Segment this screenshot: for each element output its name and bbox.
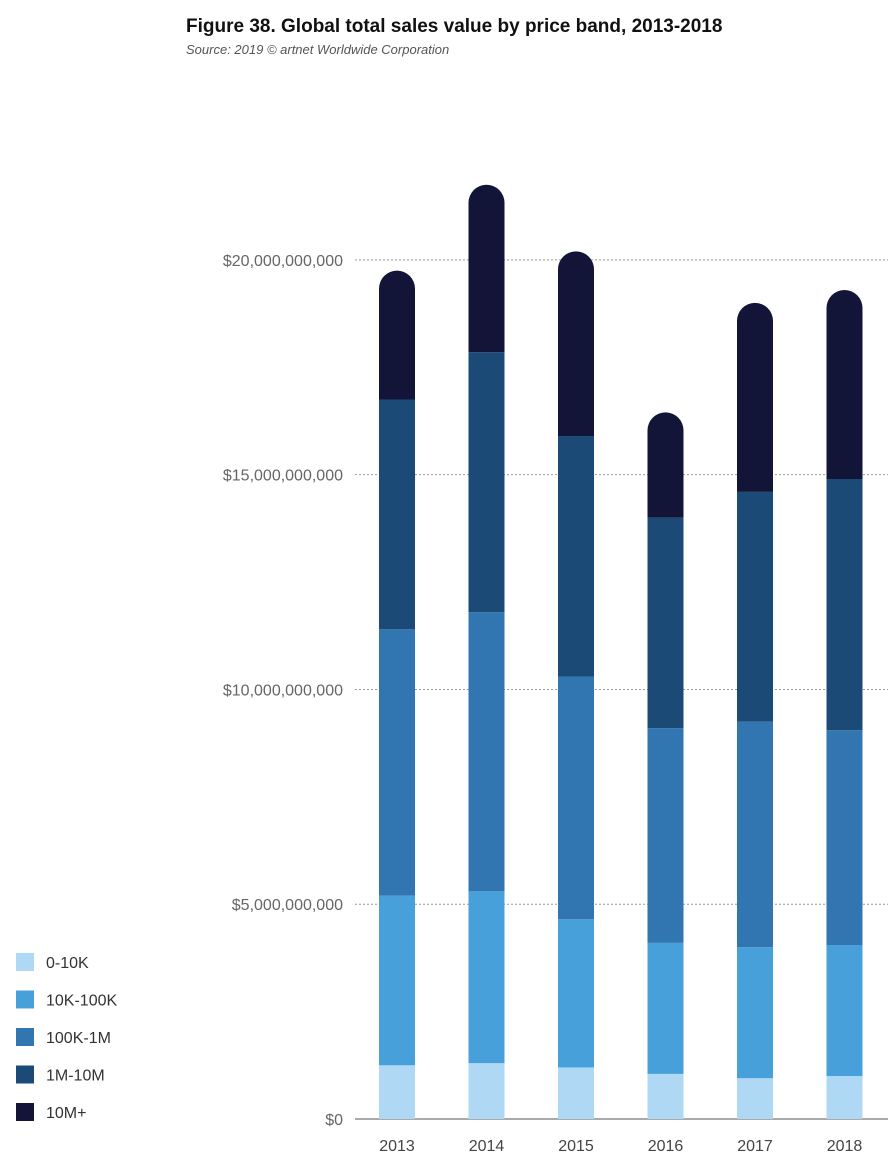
- legend-label: 10M+: [46, 1105, 86, 1122]
- bar-segment-100k-1m: [647, 728, 684, 943]
- legend-swatch: [16, 953, 34, 971]
- legend-swatch: [16, 1103, 34, 1121]
- bar-segment-10m+: [826, 289, 863, 479]
- bar-segment-0-10k: [558, 1067, 594, 1119]
- y-tick-label: $5,000,000,000: [232, 897, 343, 914]
- bar-segment-1m-10m: [826, 478, 863, 731]
- y-tick-label: $20,000,000,000: [223, 253, 343, 270]
- bar-segment-0-10k: [468, 1063, 505, 1119]
- bar-segment-100k-1m: [558, 676, 594, 920]
- bar-segment-1m-10m: [558, 436, 594, 677]
- bar-segment-10k-100k: [468, 891, 505, 1064]
- bar-segment-10m+: [647, 412, 684, 518]
- chart-subtitle: Source: 2019 © artnet Worldwide Corporat…: [186, 42, 450, 57]
- x-tick-label: 2013: [379, 1138, 415, 1155]
- y-tick-label: $0: [325, 1112, 343, 1129]
- bar-segment-100k-1m: [826, 730, 863, 946]
- y-tick-label: $10,000,000,000: [223, 682, 343, 699]
- bar-segment-0-10k: [379, 1065, 415, 1119]
- legend-swatch: [16, 990, 34, 1009]
- bar-segment-10k-100k: [379, 895, 415, 1066]
- legend-item: 10M+: [16, 1103, 86, 1122]
- x-tick-label: 2015: [558, 1138, 594, 1155]
- legend-swatch: [16, 1065, 34, 1084]
- bar-segment-100k-1m: [737, 721, 773, 948]
- gridlines: [355, 259, 888, 1120]
- bar-segment-100k-1m: [468, 612, 505, 892]
- bar-segment-1m-10m: [737, 491, 773, 722]
- bar-segment-0-10k: [737, 1078, 773, 1119]
- legend-label: 1M-10M: [46, 1068, 105, 1085]
- bar-segment-10m+: [737, 302, 773, 492]
- y-tick-label: $15,000,000,000: [223, 468, 343, 485]
- bar-segment-0-10k: [826, 1076, 863, 1119]
- x-tick-label: 2016: [648, 1138, 684, 1155]
- bars: [379, 184, 863, 1119]
- bar-segment-0-10k: [647, 1073, 684, 1119]
- x-axis: 2013 2014 2015 2016 2017 2018: [379, 1138, 862, 1155]
- bar-segment-10k-100k: [558, 919, 594, 1068]
- bar-segment-10k-100k: [647, 942, 684, 1074]
- bar-segment-10k-100k: [826, 945, 863, 1077]
- legend-item: 0-10K: [16, 953, 89, 972]
- x-tick-label: 2017: [737, 1138, 773, 1155]
- bar-segment-10m+: [468, 184, 505, 353]
- x-tick-label: 2014: [469, 1138, 505, 1155]
- chart-title: Figure 38. Global total sales value by p…: [186, 16, 723, 37]
- legend-item: 10K-100K: [16, 990, 117, 1010]
- legend-item: 1M-10M: [16, 1065, 105, 1085]
- legend-label: 0-10K: [46, 955, 89, 972]
- bar-segment-1m-10m: [468, 352, 505, 613]
- legend: 0-10K 10K-100K 100K-1M 1M-10M 10M+: [16, 953, 117, 1122]
- x-tick-label: 2018: [827, 1138, 863, 1155]
- legend-label: 100K-1M: [46, 1030, 111, 1047]
- bar-segment-10k-100k: [737, 947, 773, 1079]
- bar-segment-10m+: [558, 251, 594, 437]
- bar-segment-1m-10m: [647, 517, 684, 729]
- legend-label: 10K-100K: [46, 993, 117, 1010]
- bar-segment-10m+: [379, 270, 415, 400]
- legend-item: 100K-1M: [16, 1028, 111, 1047]
- bar-segment-100k-1m: [379, 629, 415, 896]
- bar-segment-1m-10m: [379, 399, 415, 630]
- y-axis: $0 $5,000,000,000 $10,000,000,000 $15,000,0…: [223, 253, 343, 1129]
- legend-swatch: [16, 1028, 34, 1046]
